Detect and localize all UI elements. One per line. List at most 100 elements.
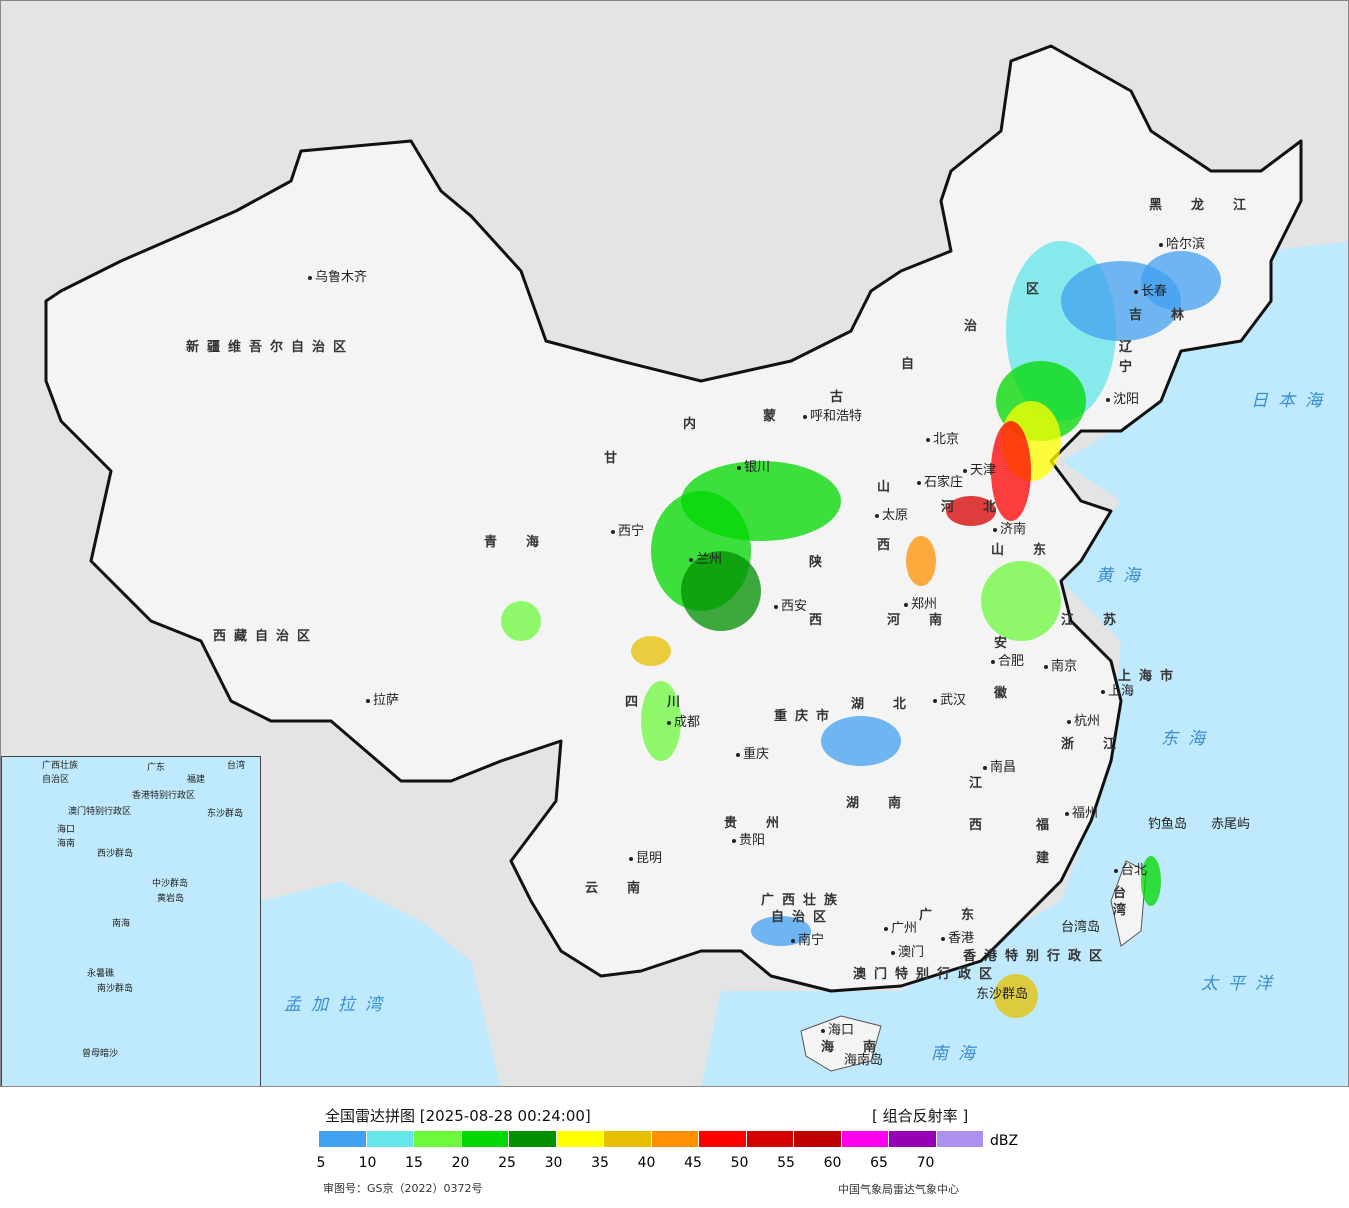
tick-label: 5 (316, 1155, 326, 1171)
tick-label: 25 (498, 1155, 516, 1171)
inset-label: 自治区 (42, 775, 70, 785)
city-label: 澳门 (891, 946, 924, 960)
city-label: 贵阳 (732, 834, 765, 848)
legend (0, 1087, 1349, 1208)
city-label: 乌鲁木齐 (308, 271, 367, 285)
prov-label: 山 东 (991, 543, 1055, 558)
inset-label: 南沙群岛 (97, 984, 134, 994)
prov-label: 内 (683, 417, 705, 432)
prov-label: 湾 (1113, 903, 1135, 918)
color-swatch (509, 1131, 557, 1147)
legend-title: 全国雷达拼图 [2025-08-28 00:24:00] (325, 1107, 591, 1125)
inset-label: 海南 (57, 839, 76, 849)
island-label: 钓鱼岛 (1148, 817, 1188, 832)
city-label: 西宁 (611, 525, 644, 539)
prov-label: 广西壮族 (761, 893, 846, 908)
city-label: 合肥 (991, 655, 1024, 669)
color-swatch (556, 1131, 604, 1147)
radar-echo (1141, 251, 1221, 311)
prov-label: 重庆市 (774, 709, 838, 724)
city-label: 长春 (1134, 285, 1167, 299)
prov-label: 陕 (809, 555, 831, 570)
prov-label: 徽 (994, 686, 1016, 701)
prov-label: 辽 (1119, 340, 1141, 355)
city-label: 天津 (963, 464, 996, 478)
tick-label: 15 (405, 1155, 423, 1171)
inset-label: 广西壮族 (42, 761, 79, 771)
island-label: 东沙群岛 (976, 987, 1029, 1002)
color-swatch (414, 1131, 462, 1147)
city-label: 武汉 (933, 694, 966, 708)
prov-label: 山 (877, 480, 899, 495)
radar-echo (681, 551, 761, 631)
city-label: 广州 (884, 922, 917, 936)
city-label: 昆明 (629, 852, 662, 866)
approval-number: 审图号：GS京（2022）0372号 (323, 1182, 483, 1195)
inset-label: 福建 (187, 775, 206, 785)
color-swatch (604, 1131, 652, 1147)
tick-label: 10 (358, 1155, 377, 1171)
color-swatch (841, 1131, 889, 1147)
prov-label: 澳门特别行政区 (853, 967, 1001, 982)
tick-label: 40 (637, 1155, 656, 1171)
city-label: 南京 (1044, 660, 1077, 674)
inset-label: 海口 (57, 825, 76, 835)
inset-label: 东沙群岛 (207, 809, 244, 819)
tick-label: 60 (823, 1155, 842, 1171)
prov-label: 广 东 (919, 908, 983, 923)
tick-label: 65 (870, 1155, 888, 1171)
product-name: [ 组合反射率 ] (872, 1107, 969, 1125)
color-swatch (794, 1131, 842, 1147)
prov-label: 安 (994, 636, 1016, 651)
inset-label: 永暑礁 (87, 969, 115, 979)
sea-label: 东海 (1161, 729, 1215, 749)
color-swatch (889, 1131, 937, 1147)
city-label: 杭州 (1067, 715, 1100, 729)
prov-label: 自 (901, 357, 923, 372)
sea-bay-of-bengal (261, 881, 501, 1086)
sea-east (701, 241, 1348, 1086)
prov-label: 青 海 (484, 535, 548, 550)
city-label: 兰州 (689, 553, 722, 567)
radar-echo (981, 561, 1061, 641)
tick-label: 55 (777, 1155, 795, 1171)
inset-label: 澳门特别行政区 (68, 807, 132, 817)
city-label: 台北 (1114, 864, 1147, 878)
city-label: 上海 (1101, 685, 1134, 699)
radar-map: 新疆维吾尔自治区 西藏自治区青 海甘内蒙古自治区黑 龙 江吉 林辽宁河 北山西山 … (0, 0, 1349, 1087)
radar-echo (946, 496, 996, 526)
prov-label: 建 (1036, 851, 1058, 866)
radar-echo (821, 716, 901, 766)
color-swatch (366, 1131, 414, 1147)
tick-label: 30 (544, 1155, 563, 1171)
city-label: 呼和浩特 (803, 410, 862, 424)
prov-label: 西 (969, 818, 991, 833)
prov-label: 西 (877, 538, 899, 553)
city-label: 拉萨 (366, 694, 399, 708)
city-label: 济南 (993, 523, 1026, 537)
color-swatch (461, 1131, 509, 1147)
city-label: 郑州 (904, 598, 937, 612)
city-label: 重庆 (736, 748, 769, 762)
prov-label: 黑 龙 江 (1149, 198, 1255, 213)
city-label: 沈阳 (1106, 393, 1139, 407)
radar-echo (501, 601, 541, 641)
sea-label: 日本海 (1251, 391, 1332, 411)
inset-label: 黄岩岛 (157, 894, 185, 904)
tick-label: 35 (591, 1155, 609, 1171)
south-china-sea-inset: 广西壮族 自治区 广东 福建 台湾 香港特别行政区 澳门特别行政区 海口 海南 东沙群岛 西沙群岛中… (1, 756, 261, 1086)
radar-echo (906, 536, 936, 586)
tick-label: 45 (684, 1155, 702, 1171)
city-label: 南宁 (791, 934, 824, 948)
inset-label: 台湾 (227, 761, 246, 771)
island-label: 赤尾屿 (1211, 817, 1251, 832)
prov-label: 上海市 (1118, 669, 1182, 684)
city-label: 太原 (875, 509, 908, 523)
sea-label: 孟加拉湾 (284, 995, 392, 1015)
radar-echo (994, 974, 1038, 1018)
radar-echo (991, 421, 1031, 521)
prov-label: 自治区 (771, 910, 835, 925)
prov-label: 江 苏 (1061, 613, 1125, 628)
color-swatch (746, 1131, 794, 1147)
prov-label: 吉 林 (1129, 308, 1193, 323)
